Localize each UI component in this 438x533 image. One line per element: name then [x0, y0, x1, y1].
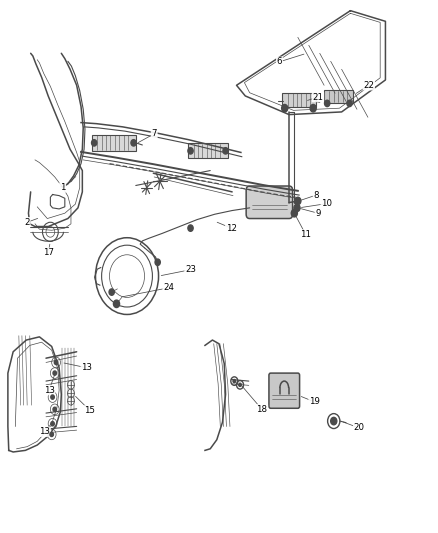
Text: 8: 8	[314, 191, 319, 199]
Text: 15: 15	[84, 406, 95, 415]
Text: 13: 13	[43, 386, 55, 394]
Circle shape	[291, 209, 297, 217]
Circle shape	[51, 422, 54, 426]
Text: 20: 20	[353, 424, 365, 432]
FancyBboxPatch shape	[188, 143, 228, 158]
FancyBboxPatch shape	[269, 373, 300, 408]
Circle shape	[54, 360, 58, 365]
Circle shape	[50, 432, 53, 437]
Circle shape	[239, 383, 241, 386]
Circle shape	[223, 148, 228, 154]
Circle shape	[109, 289, 114, 295]
Circle shape	[310, 104, 316, 112]
Circle shape	[233, 379, 236, 383]
Text: 13: 13	[81, 364, 92, 372]
Circle shape	[295, 197, 301, 205]
FancyBboxPatch shape	[282, 93, 316, 107]
Circle shape	[294, 204, 300, 212]
Circle shape	[131, 140, 136, 146]
Circle shape	[188, 225, 193, 231]
Text: 2: 2	[25, 218, 30, 227]
Text: 10: 10	[321, 199, 332, 208]
Text: 18: 18	[256, 405, 268, 414]
Circle shape	[92, 140, 97, 146]
Circle shape	[113, 300, 120, 308]
Text: 19: 19	[309, 398, 320, 406]
Text: 24: 24	[163, 284, 174, 292]
Text: 21: 21	[312, 93, 324, 101]
Text: 13: 13	[39, 427, 50, 436]
Text: 22: 22	[363, 81, 374, 90]
Circle shape	[155, 259, 160, 265]
Text: 6: 6	[277, 58, 282, 66]
Circle shape	[331, 417, 337, 425]
Circle shape	[282, 104, 288, 112]
Circle shape	[51, 395, 54, 399]
Text: 12: 12	[226, 224, 237, 232]
Circle shape	[188, 148, 193, 154]
Text: 9: 9	[315, 209, 321, 217]
Circle shape	[53, 407, 57, 411]
FancyBboxPatch shape	[92, 135, 136, 151]
FancyBboxPatch shape	[246, 186, 293, 219]
Text: 17: 17	[42, 248, 54, 257]
Circle shape	[325, 100, 330, 107]
FancyBboxPatch shape	[324, 90, 353, 103]
Text: 1: 1	[60, 183, 65, 192]
Circle shape	[53, 371, 57, 375]
Text: 7: 7	[152, 130, 157, 138]
Text: 23: 23	[185, 265, 196, 274]
Text: 11: 11	[300, 230, 311, 239]
Circle shape	[347, 100, 352, 107]
